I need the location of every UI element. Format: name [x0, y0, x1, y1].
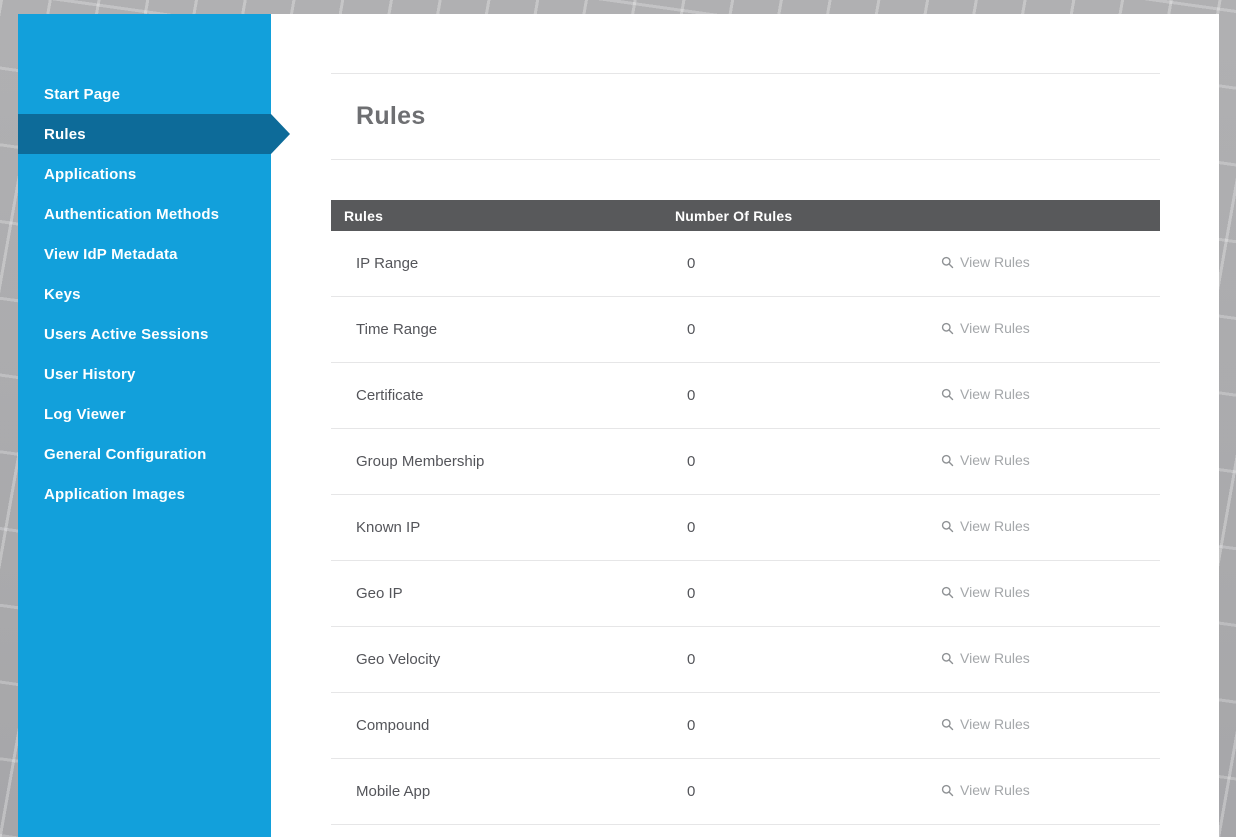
- sidebar-item-label: Users Active Sessions: [44, 325, 209, 343]
- view-rules-label: View Rules: [960, 254, 1030, 271]
- view-rules-label: View Rules: [960, 782, 1030, 799]
- sidebar-item-rules[interactable]: Rules: [18, 114, 290, 154]
- view-rules-link[interactable]: View Rules: [941, 650, 1030, 666]
- rule-count: 0: [687, 321, 696, 338]
- magnifier-icon: [941, 388, 954, 400]
- view-rules-link[interactable]: View Rules: [941, 584, 1030, 600]
- table-row-certificate: Certificate 0 View Rules: [331, 363, 1160, 429]
- magnifier-icon: [941, 322, 954, 334]
- sidebar-item-applications[interactable]: Applications: [18, 154, 271, 194]
- view-rules-label: View Rules: [960, 584, 1030, 601]
- view-rules-label: View Rules: [960, 518, 1030, 535]
- sidebar-item-keys[interactable]: Keys: [18, 274, 271, 314]
- sidebar-item-authentication-methods[interactable]: Authentication Methods: [18, 194, 271, 234]
- rule-name: Known IP: [356, 519, 421, 536]
- rule-count: 0: [687, 783, 696, 800]
- sidebar-item-label: User History: [44, 365, 136, 383]
- table-row-group-membership: Group Membership 0 View Rules: [331, 429, 1160, 495]
- sidebar-item-general-configuration[interactable]: General Configuration: [18, 434, 271, 474]
- rule-count: 0: [687, 717, 696, 734]
- magnifier-icon: [941, 256, 954, 268]
- rules-table: Rules Number Of Rules IP Range 0 View Ru…: [331, 200, 1160, 825]
- page-title: Rules: [356, 102, 426, 130]
- rule-name: Geo Velocity: [356, 651, 441, 668]
- sidebar-item-label: General Configuration: [44, 445, 207, 463]
- sidebar-nav: Start Page Rules Applications Authentica…: [18, 74, 290, 514]
- table-header-row: Rules Number Of Rules: [331, 200, 1160, 231]
- table-row-ip-range: IP Range 0 View Rules: [331, 231, 1160, 297]
- rule-name: Certificate: [356, 387, 424, 404]
- table-row-geo-velocity: Geo Velocity 0 View Rules: [331, 627, 1160, 693]
- magnifier-icon: [941, 586, 954, 598]
- divider: [331, 73, 1160, 74]
- magnifier-icon: [941, 652, 954, 664]
- magnifier-icon: [941, 454, 954, 466]
- table-header-number-of-rules: Number Of Rules: [675, 207, 793, 224]
- sidebar-item-label: Keys: [44, 285, 81, 303]
- rule-name: Geo IP: [356, 585, 403, 602]
- rule-count: 0: [687, 255, 696, 272]
- sidebar-item-users-active-sessions[interactable]: Users Active Sessions: [18, 314, 271, 354]
- table-row-time-range: Time Range 0 View Rules: [331, 297, 1160, 363]
- main-content: Rules Rules Number Of Rules IP Range 0 V…: [271, 14, 1219, 837]
- sidebar-item-label: View IdP Metadata: [44, 245, 178, 263]
- view-rules-link[interactable]: View Rules: [941, 386, 1030, 402]
- divider: [331, 159, 1160, 160]
- rule-name: Time Range: [356, 321, 438, 338]
- rule-count: 0: [687, 387, 696, 404]
- sidebar-item-label: Applications: [44, 165, 137, 183]
- sidebar-item-user-history[interactable]: User History: [18, 354, 271, 394]
- view-rules-label: View Rules: [960, 320, 1030, 337]
- magnifier-icon: [941, 520, 954, 532]
- rule-name: Mobile App: [356, 783, 431, 800]
- rule-count: 0: [687, 519, 696, 536]
- rule-name: IP Range: [356, 255, 419, 272]
- view-rules-link[interactable]: View Rules: [941, 320, 1030, 336]
- rule-count: 0: [687, 585, 696, 602]
- view-rules-link[interactable]: View Rules: [941, 254, 1030, 270]
- table-row-compound: Compound 0 View Rules: [331, 693, 1160, 759]
- table-row-geo-ip: Geo IP 0 View Rules: [331, 561, 1160, 627]
- table-row-mobile-app: Mobile App 0 View Rules: [331, 759, 1160, 825]
- view-rules-link[interactable]: View Rules: [941, 452, 1030, 468]
- title-band: Rules: [331, 74, 1160, 159]
- table-row-known-ip: Known IP 0 View Rules: [331, 495, 1160, 561]
- sidebar-item-label: Log Viewer: [44, 405, 126, 423]
- table-header-rules: Rules: [344, 207, 384, 224]
- view-rules-label: View Rules: [960, 452, 1030, 469]
- magnifier-icon: [941, 718, 954, 730]
- sidebar-item-start-page[interactable]: Start Page: [18, 74, 271, 114]
- magnifier-icon: [941, 784, 954, 796]
- view-rules-link[interactable]: View Rules: [941, 782, 1030, 798]
- sidebar-item-label: Start Page: [44, 85, 121, 103]
- view-rules-link[interactable]: View Rules: [941, 518, 1030, 534]
- rule-name: Compound: [356, 717, 430, 734]
- sidebar-item-label: Application Images: [44, 485, 186, 503]
- sidebar-item-log-viewer[interactable]: Log Viewer: [18, 394, 271, 434]
- sidebar-item-label: Authentication Methods: [44, 205, 220, 223]
- view-rules-label: View Rules: [960, 716, 1030, 733]
- sidebar: Start Page Rules Applications Authentica…: [18, 14, 290, 837]
- view-rules-link[interactable]: View Rules: [941, 716, 1030, 732]
- sidebar-item-view-idp-metadata[interactable]: View IdP Metadata: [18, 234, 271, 274]
- sidebar-item-label: Rules: [44, 125, 86, 143]
- view-rules-label: View Rules: [960, 650, 1030, 667]
- rule-count: 0: [687, 651, 696, 668]
- sidebar-item-application-images[interactable]: Application Images: [18, 474, 271, 514]
- view-rules-label: View Rules: [960, 386, 1030, 403]
- rule-name: Group Membership: [356, 453, 485, 470]
- rule-count: 0: [687, 453, 696, 470]
